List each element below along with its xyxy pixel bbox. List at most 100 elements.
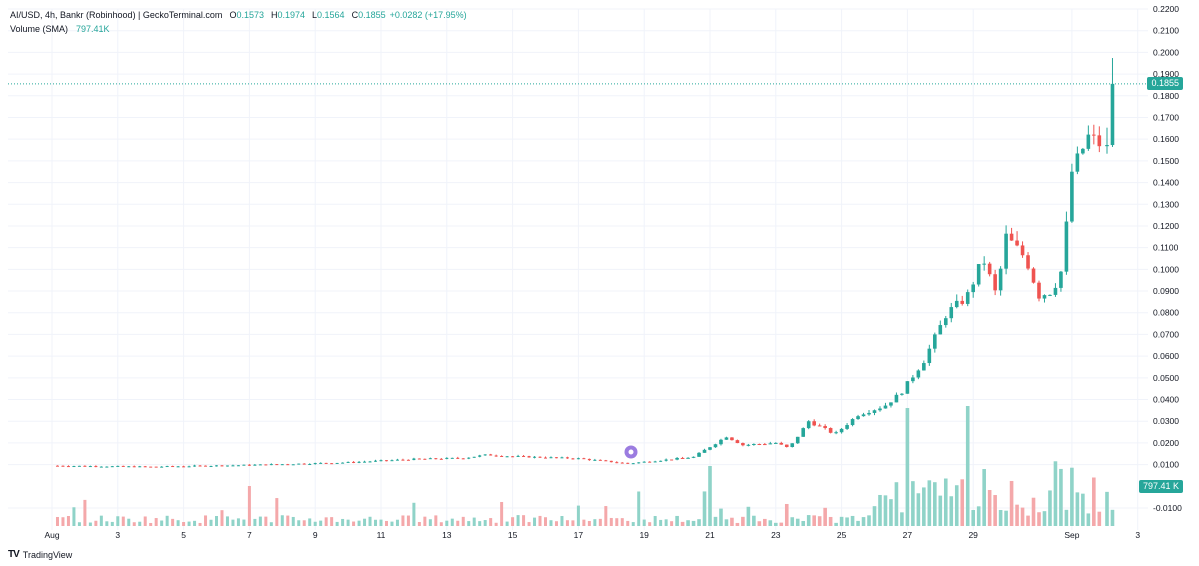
- candle-body: [275, 464, 279, 466]
- volume-bar: [905, 408, 910, 526]
- candle-body: [500, 455, 504, 457]
- volume-bar: [461, 516, 465, 526]
- candle-body: [138, 466, 142, 468]
- volume-bar: [549, 520, 553, 526]
- candle-body: [417, 458, 421, 460]
- volume-bar: [1064, 509, 1069, 526]
- volume-bar: [763, 518, 767, 526]
- candle-body: [768, 443, 773, 445]
- candle-body: [456, 457, 460, 459]
- candle-body: [648, 461, 652, 463]
- candle-body: [363, 461, 367, 463]
- volume-bar: [987, 489, 992, 526]
- candle-body: [1026, 255, 1030, 269]
- candle-body: [401, 459, 405, 461]
- volume-bar: [697, 519, 701, 526]
- price-tick-label: 0.1700: [1153, 112, 1179, 122]
- volume-bar: [346, 519, 350, 526]
- candle-body: [1081, 148, 1085, 154]
- volume-bar: [719, 508, 723, 526]
- candle-body: [412, 458, 416, 461]
- volume-bar: [428, 519, 432, 526]
- volume-bar: [483, 520, 487, 526]
- candle-body: [522, 455, 526, 457]
- candle-body: [193, 465, 197, 467]
- volume-bar: [204, 515, 208, 526]
- candle-body: [943, 318, 948, 326]
- candle-body: [72, 466, 76, 468]
- volume-bar: [417, 522, 421, 526]
- candle-body: [987, 263, 992, 275]
- price-tick-label: 0.1300: [1153, 199, 1179, 209]
- volume-bar: [582, 519, 586, 526]
- candle-body: [757, 443, 762, 445]
- volume-bar: [1059, 468, 1063, 526]
- candle-body: [691, 456, 696, 458]
- volume-bar: [1042, 511, 1047, 526]
- volume-bar: [642, 519, 646, 526]
- candle-body: [61, 465, 65, 467]
- symbol-title[interactable]: AI/USD, 4h, Bankr (Robinhood) | GeckoTer…: [10, 10, 223, 20]
- volume-bar: [675, 515, 679, 526]
- volume-bar: [872, 506, 877, 526]
- volume-bar: [434, 515, 438, 526]
- candle-body: [878, 408, 882, 411]
- candle-body: [352, 461, 356, 463]
- candle-body: [587, 458, 591, 461]
- volume-bar: [439, 522, 443, 526]
- candle-body: [472, 456, 476, 458]
- candle-body: [954, 300, 959, 308]
- volume-bar: [544, 517, 547, 526]
- volume-bar: [609, 517, 613, 526]
- volume-indicator-value: 797.41K: [76, 24, 110, 34]
- candle-body: [511, 456, 515, 458]
- candle-body: [533, 456, 537, 458]
- volume-bar: [949, 496, 954, 526]
- candle-body: [423, 458, 427, 460]
- volume-indicator-label[interactable]: Volume (SMA): [10, 24, 69, 34]
- candle-body: [653, 461, 657, 463]
- volume-bar: [735, 522, 740, 526]
- price-axis[interactable]: 0.2200 0.2100 0.2000 0.1900 0.1800 0.1700 0.16…: [1153, 4, 1182, 513]
- candle-body: [774, 442, 778, 444]
- candle-body: [659, 460, 663, 462]
- candle-body: [615, 462, 619, 464]
- volume-bar: [839, 516, 844, 526]
- volume-bar: [1020, 507, 1025, 526]
- volume-bar: [648, 522, 652, 526]
- volume-bar: [368, 516, 372, 526]
- candle-body: [346, 461, 350, 463]
- candle-body: [1037, 282, 1041, 299]
- candle-body: [894, 394, 899, 403]
- volume-bar: [774, 522, 778, 526]
- volume-bar: [1031, 497, 1036, 526]
- volume-bar: [768, 520, 773, 526]
- volume-bar: [554, 521, 558, 526]
- tradingview-brand[interactable]: TV TradingView: [8, 549, 72, 560]
- volume-bar: [653, 516, 657, 526]
- candle-body: [330, 463, 334, 465]
- candle-body: [450, 457, 454, 459]
- candle-body: [927, 348, 932, 364]
- event-marker[interactable]: [624, 445, 638, 459]
- candle-body: [593, 459, 597, 461]
- candle-body: [933, 334, 937, 349]
- volume-bar: [631, 522, 635, 526]
- volume-bar: [450, 518, 454, 526]
- volume-bar: [878, 494, 882, 526]
- candle-body: [544, 457, 547, 459]
- volume-bar: [220, 510, 224, 526]
- candle-body: [839, 428, 844, 433]
- time-tick-label: 19: [639, 530, 649, 540]
- volume-bar: [121, 516, 125, 526]
- candle-body: [1105, 145, 1109, 147]
- time-tick-label: 13: [442, 530, 452, 540]
- volume-bar: [834, 522, 838, 526]
- volume-bar: [478, 521, 482, 526]
- price-tick-label: 0.1800: [1153, 91, 1179, 101]
- candle-body: [379, 460, 383, 462]
- time-axis[interactable]: Aug 3 5 7 9 11 13 15 17 19 21 23 25 27 29 Sep 3: [44, 530, 1140, 540]
- volume-bar: [571, 520, 575, 526]
- volume-bar: [110, 521, 114, 526]
